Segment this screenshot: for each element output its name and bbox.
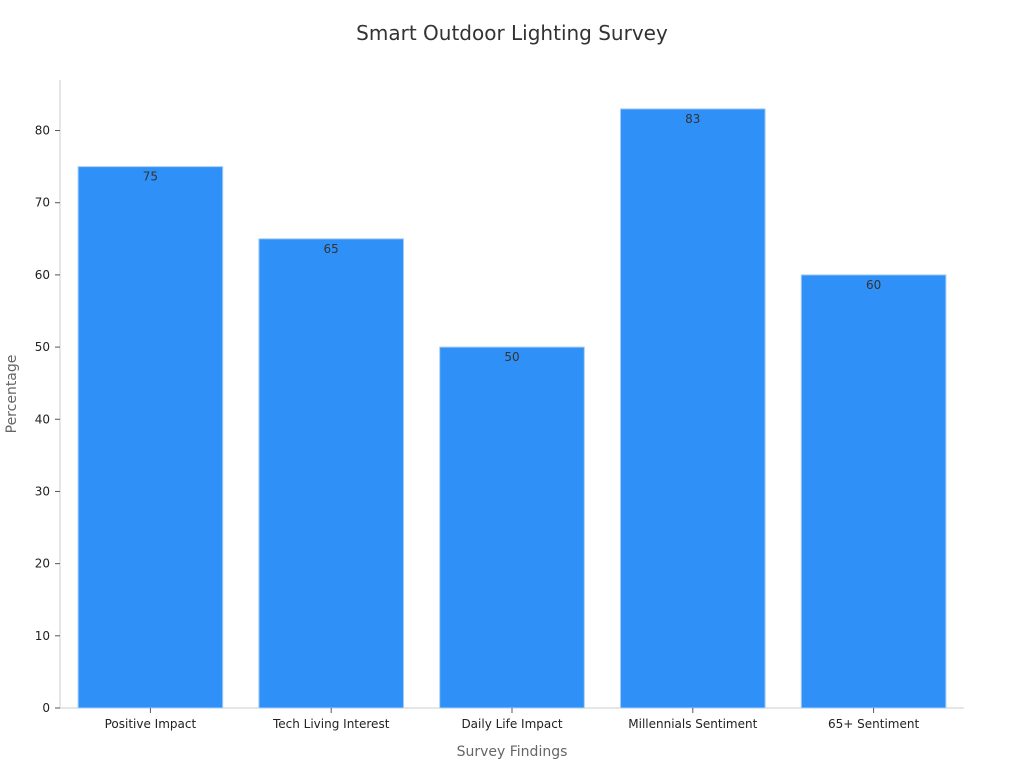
x-axis-ticks: Positive Impact Tech Living Interest Daily…: [105, 708, 919, 731]
y-axis-title: Percentage: [4, 355, 20, 434]
y-tick-label: 80: [35, 124, 50, 138]
x-tick-label: 65+ Sentiment: [828, 717, 919, 731]
y-tick-label: 30: [35, 484, 50, 498]
bar-value-label: 50: [504, 350, 519, 364]
y-tick-label: 40: [35, 412, 50, 426]
x-tick-label: Millennials Sentiment: [628, 717, 757, 731]
x-tick-label: Positive Impact: [105, 717, 197, 731]
bar-value-label: 75: [143, 170, 158, 184]
x-axis-title: Survey Findings: [457, 744, 568, 760]
bar-value-label: 83: [685, 112, 700, 126]
y-tick-label: 70: [35, 196, 50, 210]
x-tick-label: Tech Living Interest: [272, 717, 390, 731]
bar: [258, 238, 405, 709]
bar: [77, 166, 224, 709]
bar: [439, 346, 585, 709]
x-tick-label: Daily Life Impact: [461, 717, 562, 731]
y-tick-label: 50: [35, 340, 50, 354]
bar-value-label: 60: [866, 278, 881, 292]
y-tick-label: 60: [35, 268, 50, 282]
y-tick-label: 0: [42, 701, 50, 715]
chart-title: Smart Outdoor Lighting Survey: [356, 21, 668, 45]
bars-group: 75 65 50 83 60: [77, 108, 947, 709]
bar-value-label: 65: [324, 242, 339, 256]
y-tick-label: 20: [35, 557, 50, 571]
bar: [800, 274, 947, 709]
bar: [619, 108, 766, 709]
y-axis-ticks: 0 10 20 30 40 50 60 70 80: [35, 124, 60, 715]
y-tick-label: 10: [35, 629, 50, 643]
